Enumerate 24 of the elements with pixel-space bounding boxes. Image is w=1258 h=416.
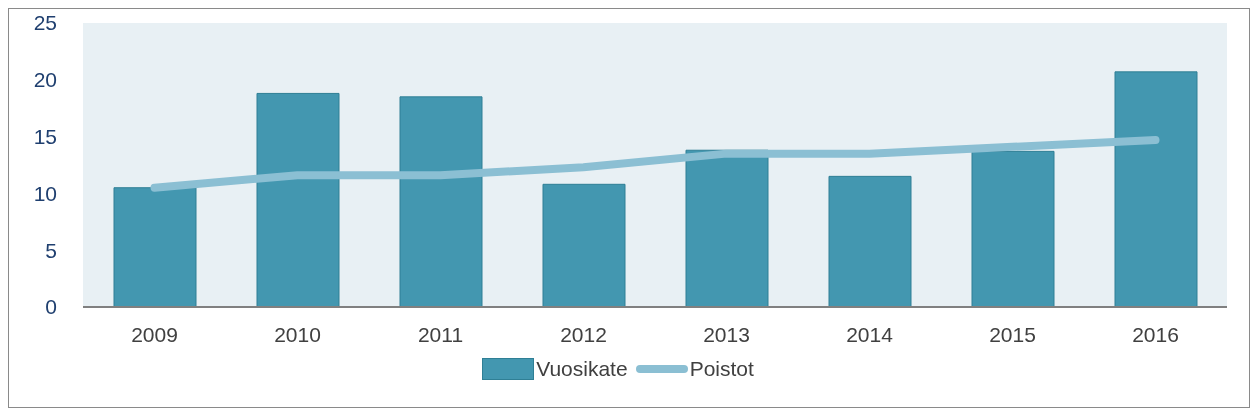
- legend-label: Vuosikate: [536, 357, 628, 381]
- bar: [399, 96, 483, 307]
- legend-label: Poistot: [689, 357, 754, 381]
- x-tick-label: 2015: [989, 322, 1036, 346]
- x-tick-label: 2011: [417, 322, 464, 346]
- bar: [542, 183, 626, 307]
- y-tick-label: 10: [33, 181, 57, 205]
- bar: [971, 150, 1055, 307]
- bar: [256, 92, 340, 307]
- x-tick-label: 2012: [560, 322, 607, 346]
- y-tick-label: 5: [45, 238, 57, 262]
- y-tick-label: 25: [33, 11, 57, 35]
- x-tick-label: 2014: [846, 322, 894, 346]
- bar: [685, 149, 769, 307]
- x-tick-label: 2009: [131, 322, 178, 346]
- x-tick-label: 2016: [1132, 322, 1179, 346]
- x-tick-label: 2013: [703, 322, 750, 346]
- bar: [113, 187, 197, 307]
- x-tick-label: 2010: [274, 322, 321, 346]
- y-tick-label: 15: [33, 125, 57, 149]
- y-tick-label: 20: [33, 68, 57, 92]
- bar: [828, 175, 912, 307]
- bar: [1114, 71, 1198, 307]
- y-tick-label: 0: [45, 295, 57, 319]
